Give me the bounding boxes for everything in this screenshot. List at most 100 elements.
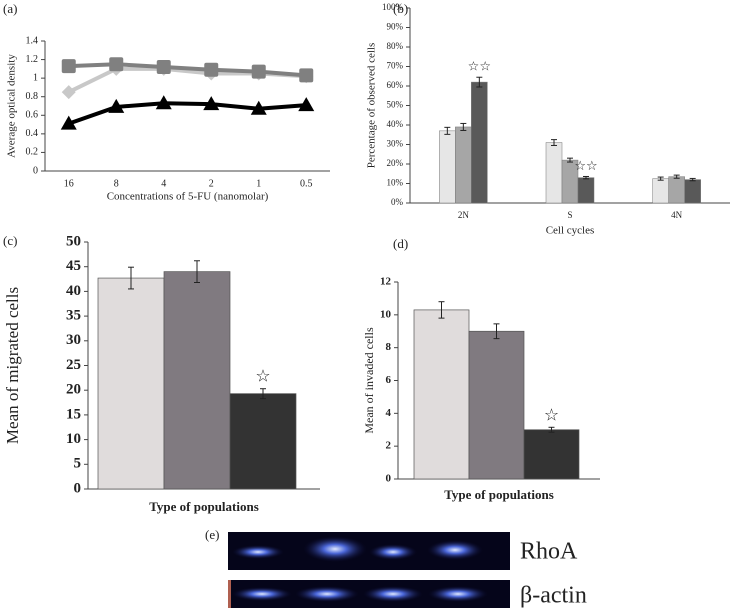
- blot-band: [232, 587, 292, 601]
- bar: [163, 271, 231, 490]
- y-tick-label: 20: [66, 382, 81, 398]
- panel-label: (e): [205, 527, 219, 542]
- x-axis-label: Type of populations: [149, 499, 259, 514]
- marker: [203, 96, 220, 111]
- y-axis-label: Mean of migrated cells: [3, 287, 22, 444]
- y-tick-label: 30: [66, 332, 81, 348]
- y-tick-label: 1.4: [26, 35, 39, 46]
- y-tick-label: 0.6: [26, 110, 39, 121]
- y-tick-label: 0: [33, 165, 38, 176]
- x-axis-label: Concentrations of 5-FU (nanomolar): [107, 191, 269, 203]
- y-tick-label: 6: [386, 374, 392, 386]
- y-tick-label: 20%: [387, 158, 404, 168]
- annotation: ☆☆: [574, 159, 597, 174]
- blot-band: [427, 540, 483, 560]
- annotation: ☆: [255, 367, 270, 387]
- marker: [299, 68, 314, 83]
- line: [68, 101, 307, 126]
- marker: [298, 97, 315, 112]
- marker: [109, 57, 124, 72]
- x-axis-label: Type of populations: [444, 487, 554, 502]
- x-tick-label: 16: [64, 178, 74, 189]
- y-tick-label: 25: [66, 357, 81, 373]
- y-tick-label: 10%: [387, 178, 404, 188]
- x-tick-label: 4: [161, 178, 166, 189]
- y-tick-label: 70%: [387, 61, 404, 71]
- blot-band: [369, 544, 417, 560]
- marker: [108, 98, 125, 113]
- y-tick-label: 1: [33, 72, 38, 83]
- bar: [523, 429, 580, 480]
- y-tick-label: 60%: [387, 80, 404, 90]
- y-tick-label: 80%: [387, 41, 404, 51]
- panel-label: (a): [3, 1, 17, 16]
- marker: [60, 115, 77, 130]
- y-tick-label: 40: [66, 283, 81, 299]
- bar: [577, 177, 595, 204]
- y-tick-label: 1.2: [26, 54, 39, 65]
- annotation: ☆☆: [468, 60, 491, 75]
- y-tick-label: 0.4: [26, 128, 39, 139]
- bar: [545, 142, 563, 204]
- bar: [668, 176, 685, 204]
- bar: [439, 130, 456, 204]
- y-tick-label: 0%: [391, 197, 404, 207]
- y-tick-label: 0: [74, 480, 82, 496]
- blot-band: [428, 586, 488, 602]
- x-tick-label: 0.5: [300, 178, 313, 189]
- x-tick-label: S: [567, 210, 572, 220]
- y-tick-label: 10: [380, 308, 392, 320]
- western-blot: (e) RhoA β-actin: [205, 527, 587, 609]
- x-tick-label: 1: [256, 178, 261, 189]
- bar: [684, 179, 701, 204]
- annotation: ☆: [544, 405, 559, 425]
- marker: [250, 100, 267, 115]
- bar: [413, 309, 470, 480]
- blot-row-label: β-actin: [520, 583, 587, 609]
- y-axis-label: Percentage of observed cells: [366, 43, 378, 169]
- x-axis-label: Cell cycles: [546, 225, 595, 237]
- y-tick-label: 0.8: [26, 91, 39, 102]
- blot-row-label: RhoA: [520, 539, 578, 565]
- panel-label: (b): [393, 1, 408, 16]
- y-tick-label: 4: [386, 407, 392, 419]
- marker: [156, 60, 171, 74]
- bar: [468, 330, 525, 480]
- y-tick-label: 0: [386, 473, 392, 485]
- line: [68, 62, 307, 78]
- y-axis-label: Average optical density: [6, 54, 18, 158]
- bar: [455, 126, 472, 204]
- panel-label: (c): [3, 233, 17, 248]
- y-tick-label: 12: [380, 276, 392, 288]
- blot-band: [303, 536, 367, 562]
- y-tick-label: 10: [66, 431, 81, 447]
- panel-label: (d): [393, 236, 408, 251]
- x-tick-label: 4N: [671, 210, 683, 220]
- x-tick-label: 2: [209, 178, 214, 189]
- bar: [652, 178, 669, 204]
- y-tick-label: 15: [66, 406, 81, 422]
- blot-edge: [228, 580, 231, 608]
- y-tick-label: 30%: [387, 139, 404, 149]
- marker: [204, 62, 219, 77]
- bar: [229, 393, 297, 490]
- y-tick-label: 5: [74, 456, 82, 472]
- y-tick-label: 2: [386, 440, 392, 452]
- blot-band: [295, 586, 359, 602]
- y-tick-label: 45: [66, 258, 81, 274]
- y-tick-label: 35: [66, 308, 81, 324]
- marker: [61, 85, 76, 100]
- y-axis-label: Mean of invaded cells: [362, 327, 376, 434]
- y-tick-label: 8: [386, 341, 392, 353]
- y-tick-label: 100%: [382, 2, 404, 12]
- bar: [471, 81, 488, 204]
- x-tick-label: 8: [114, 178, 119, 189]
- y-tick-label: 90%: [387, 22, 404, 32]
- y-tick-label: 0.2: [26, 147, 39, 158]
- marker: [251, 64, 266, 79]
- marker: [155, 95, 172, 110]
- y-tick-label: 50%: [387, 100, 404, 110]
- blot-band: [232, 545, 284, 559]
- bar: [97, 277, 165, 490]
